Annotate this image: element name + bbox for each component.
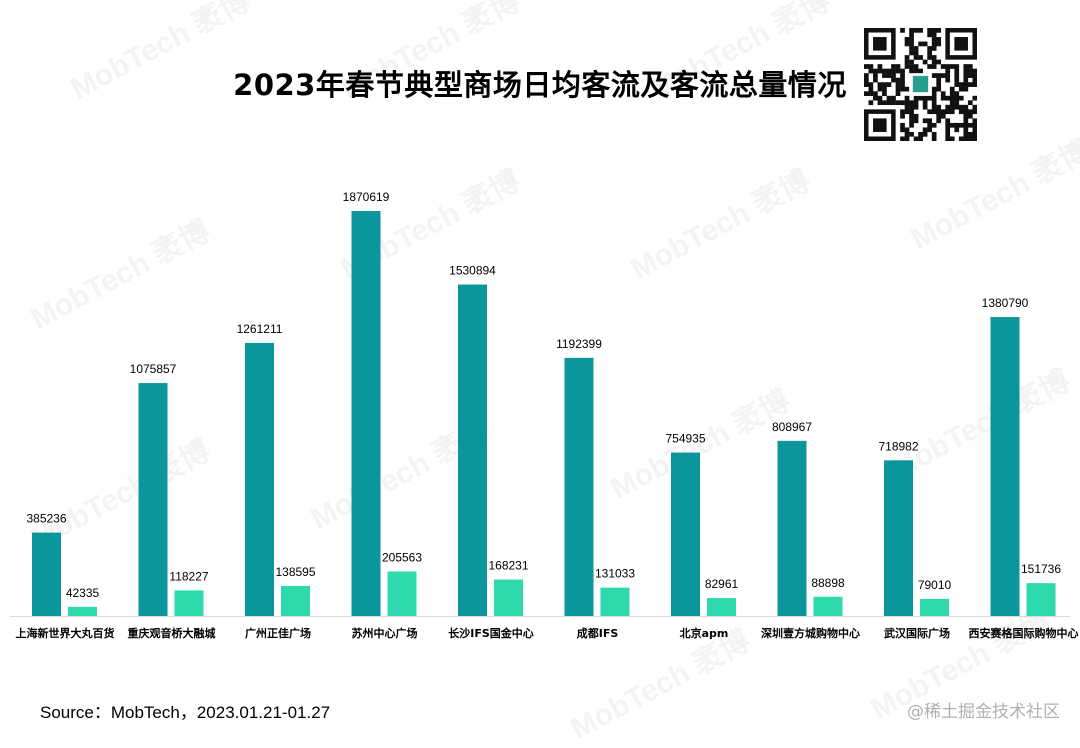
data-label: 1380790: [982, 296, 1029, 310]
bar-total-9: [1026, 583, 1056, 616]
category-label: 苏州中心广场: [352, 626, 418, 640]
data-label: 718982: [878, 439, 918, 453]
data-label: 42335: [66, 586, 100, 600]
data-label: 118227: [169, 569, 208, 583]
data-label: 131033: [595, 567, 635, 581]
category-label: 西安赛格国际购物中心: [969, 626, 1079, 640]
bar-total-6: [707, 598, 736, 616]
bar-daily-avg-0: [32, 532, 61, 616]
category-label: 成都IFS: [577, 626, 619, 640]
data-label: 82961: [705, 577, 739, 591]
bar-daily-avg-1: [138, 383, 168, 616]
data-label: 205563: [382, 550, 422, 564]
category-label: 广州正佳广场: [245, 626, 311, 640]
bar-daily-avg-3: [351, 211, 381, 616]
category-label: 长沙IFS国金中心: [448, 626, 534, 640]
bar-total-7: [813, 596, 843, 616]
qr-code-icon: [864, 28, 977, 141]
data-label: 1870619: [343, 190, 390, 204]
data-label: 168231: [488, 559, 528, 573]
bar-total-8: [920, 598, 949, 616]
data-label: 88898: [811, 576, 845, 590]
category-label: 武汉国际广场: [884, 626, 950, 640]
bar-daily-avg-2: [245, 342, 274, 616]
data-label: 151736: [1021, 562, 1061, 576]
bar-total-3: [387, 571, 417, 616]
data-label: 79010: [918, 578, 952, 592]
data-label: 1530894: [449, 264, 496, 278]
category-label: 重庆观音桥大融城: [128, 626, 216, 640]
bar-total-4: [494, 579, 523, 616]
credit-text: @稀土掘金技术社区: [907, 702, 1060, 722]
bar-daily-avg-4: [458, 284, 487, 616]
bar-total-0: [68, 606, 97, 616]
data-label: 1192399: [556, 337, 602, 351]
bar-total-2: [281, 585, 310, 616]
data-label: 385236: [26, 512, 66, 526]
bar-daily-avg-8: [884, 460, 913, 616]
category-label: 上海新世界大丸百货: [16, 626, 115, 640]
data-label: 754935: [665, 432, 705, 446]
category-label: 深圳壹方城购物中心: [761, 626, 860, 640]
bar-total-1: [174, 590, 204, 616]
source-note: Source：MobTech，2023.01.21-01.27: [40, 703, 331, 722]
data-label: 1261211: [237, 322, 283, 336]
bar-total-5: [600, 587, 630, 616]
bar-daily-avg-5: [564, 357, 594, 616]
data-label: 1075857: [130, 362, 177, 376]
chart-title: 2023年春节典型商场日均客流及客流总量情况: [233, 68, 847, 102]
category-label: 北京apm: [680, 626, 729, 640]
bar-daily-avg-7: [777, 440, 807, 616]
bar-chart: 385236 42335 上海新世界大丸百货 1075857 118227 重庆观音桥大融…: [10, 190, 1079, 640]
bar-daily-avg-9: [990, 317, 1020, 616]
data-label: 808967: [772, 420, 812, 434]
data-label: 138595: [275, 565, 315, 579]
bar-daily-avg-6: [671, 452, 700, 616]
